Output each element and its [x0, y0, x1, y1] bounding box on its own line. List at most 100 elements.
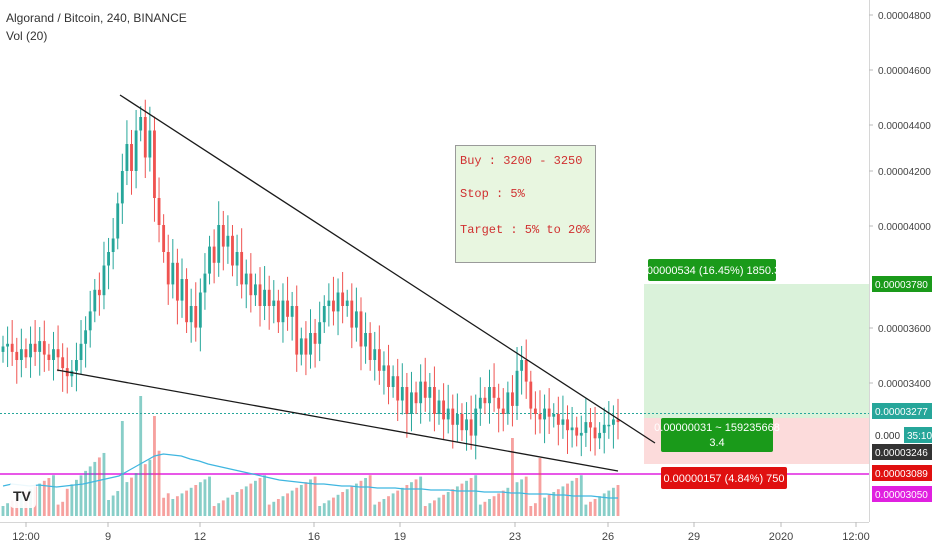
volume-bar: [611, 487, 615, 516]
candle-body: [474, 408, 478, 436]
volume-bar: [616, 485, 620, 516]
time-tick-label: 2020: [769, 531, 793, 543]
candle-body: [88, 311, 92, 331]
volume-bar: [304, 482, 308, 516]
candle-body: [120, 171, 124, 204]
candle-body: [607, 424, 611, 427]
volume-bar: [143, 464, 147, 516]
time-tick-label: 29: [688, 531, 700, 543]
candle-body: [405, 387, 409, 414]
volume-bar: [598, 496, 602, 516]
volume-bar: [556, 489, 560, 516]
volume-bar: [235, 492, 239, 516]
candle-body: [547, 408, 551, 417]
candle-body: [524, 360, 528, 382]
candle-body: [391, 376, 395, 387]
candle-body: [6, 343, 10, 347]
volume-bar: [254, 480, 257, 516]
volume-bar: [10, 500, 14, 516]
volume-bar: [162, 497, 166, 516]
candle-body: [566, 419, 569, 431]
wedge-upper-trendline[interactable]: [119, 94, 656, 444]
candle-body: [364, 333, 367, 347]
candle-body: [400, 387, 404, 401]
candle-body: [244, 273, 248, 285]
candle-body: [584, 422, 588, 433]
candle-body: [212, 246, 216, 263]
candle-body: [501, 408, 505, 414]
candle-body: [130, 144, 133, 171]
volume-bar: [511, 438, 514, 516]
volume-bar: [290, 490, 294, 516]
candle-body: [61, 357, 65, 369]
candle-body: [354, 311, 358, 328]
candle-body: [593, 427, 597, 439]
volume-bar: [419, 476, 423, 516]
volume-bar: [221, 500, 225, 516]
candle-body: [602, 424, 606, 433]
candle-body: [180, 279, 184, 301]
price-badge-box: [872, 403, 932, 419]
candle-body: [249, 273, 253, 296]
volume-bar: [602, 493, 606, 516]
volume-bar: [65, 488, 69, 516]
volume-bar: [258, 478, 262, 516]
volume-bar: [442, 494, 446, 516]
volume-bar: [327, 500, 331, 516]
target-label: 0.00000534 (16.45%) 1850.32: [638, 265, 787, 277]
price-axis-ticks: 0.00004800 0.00004600 0.00004400 0.00004200…: [869, 11, 931, 390]
candle-body: [437, 400, 441, 414]
volume-bar: [552, 492, 556, 516]
candle-body: [575, 427, 579, 436]
candle-body: [561, 419, 565, 425]
candle-body: [29, 343, 32, 358]
price-tick-label: 0.00004400: [878, 121, 931, 132]
volume-bar: [455, 486, 459, 516]
candle-body: [290, 306, 294, 317]
candle-body: [414, 392, 418, 404]
price-badge-label: 0.00003246: [875, 448, 928, 459]
candle-body: [460, 414, 464, 431]
candle-body: [543, 408, 546, 420]
candle-body: [419, 381, 423, 404]
volume-bar: [203, 479, 207, 516]
volume-bar: [198, 482, 202, 516]
volume-bar: [125, 482, 129, 516]
volume-bars: [1, 396, 620, 516]
candle-body: [387, 365, 390, 387]
wedge-lower-trendline[interactable]: [56, 369, 619, 472]
candle-body: [286, 300, 289, 317]
candle-body: [70, 370, 74, 377]
price-badge-label: 35:10: [907, 431, 932, 442]
volume-bar: [460, 483, 464, 516]
volume-bar: [75, 479, 78, 516]
chart-title: Algorand / Bitcoin, 240, BINANCE: [6, 11, 187, 25]
volume-bar: [391, 493, 395, 516]
candle-body: [611, 419, 615, 425]
volume-bar: [377, 501, 381, 516]
volume-bar: [547, 494, 551, 516]
candle-body: [318, 322, 322, 344]
volume-bar: [120, 421, 124, 516]
candle-body: [506, 392, 510, 414]
trade-note-box[interactable]: [455, 145, 596, 263]
trade-note-stop: Stop : 5%: [460, 187, 526, 201]
candle-body: [469, 419, 473, 436]
candle-body: [189, 306, 193, 323]
candle-body: [97, 289, 101, 296]
candle-body: [15, 351, 19, 360]
volume-bar: [116, 491, 120, 516]
target-zone[interactable]: [644, 284, 869, 418]
volume-bar: [148, 459, 152, 516]
svg-text:TV: TV: [13, 488, 32, 504]
candle-body: [231, 235, 234, 266]
volume-bar: [84, 470, 88, 516]
candle-body: [148, 130, 152, 158]
price-badge-label: 0.00003089: [875, 469, 928, 480]
volume-bar: [244, 486, 248, 516]
candle-body: [497, 397, 501, 409]
volume-bar: [263, 475, 267, 516]
volume-bar: [341, 492, 345, 516]
volume-bar: [272, 501, 276, 516]
